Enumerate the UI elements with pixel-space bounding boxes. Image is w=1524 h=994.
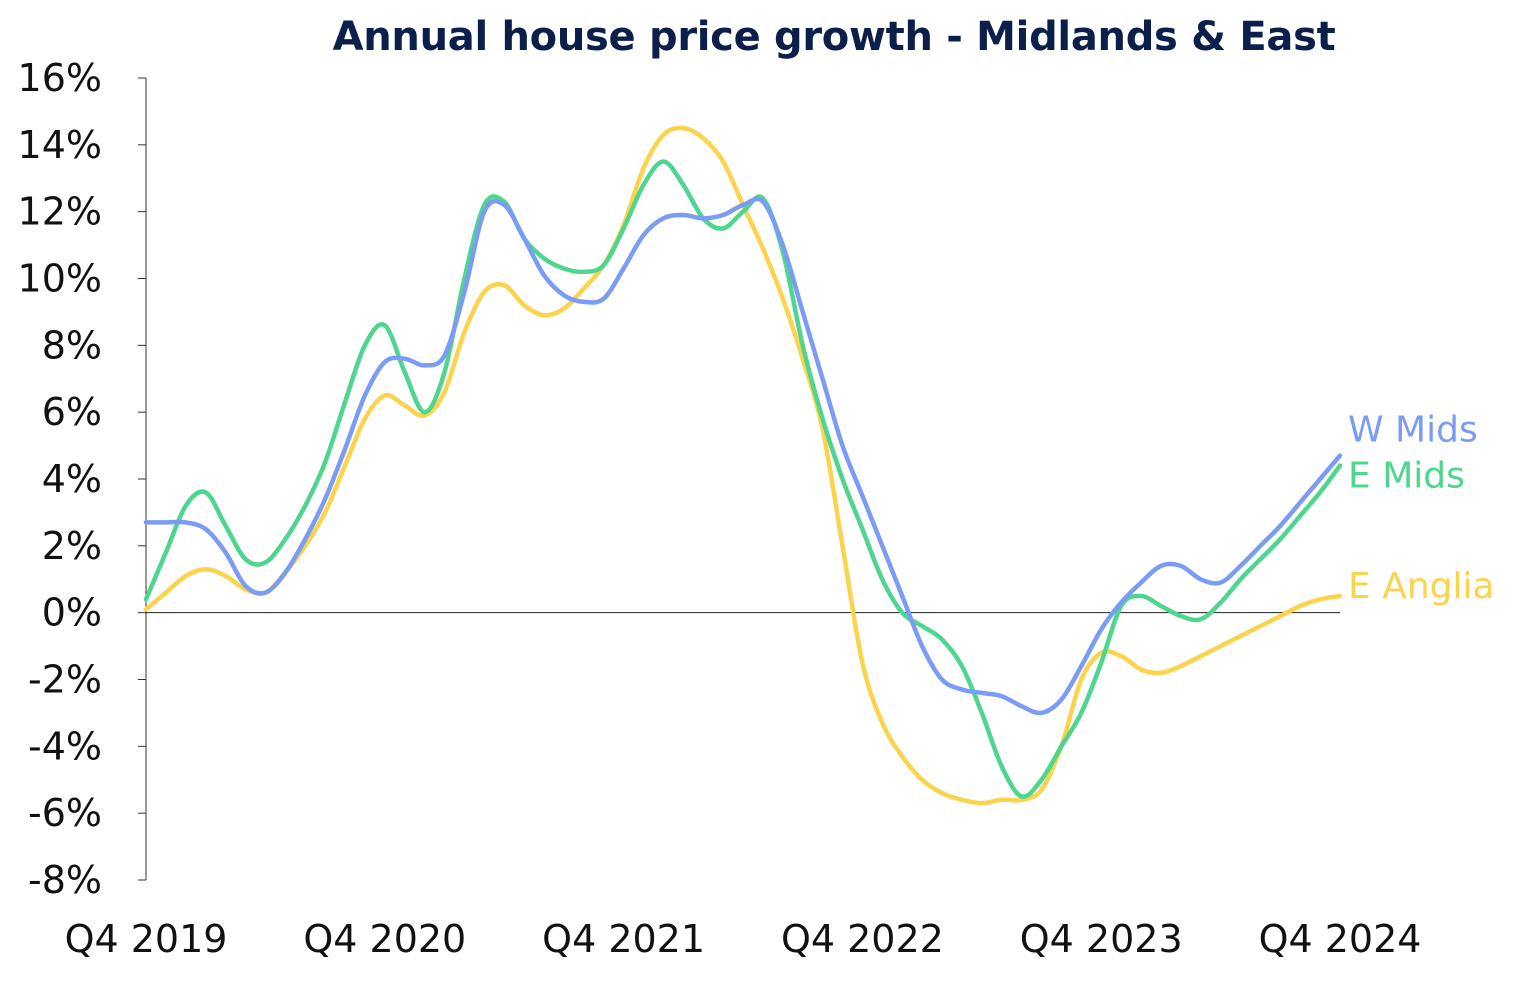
x-tick-label: Q4 2022 xyxy=(781,917,944,961)
y-tick-label: 6% xyxy=(42,390,102,434)
x-tick-label: Q4 2020 xyxy=(303,917,466,961)
y-tick-label: -8% xyxy=(28,858,102,902)
y-tick-label: 8% xyxy=(42,323,102,367)
series-line-w-mids xyxy=(143,196,1343,716)
y-axis-ticks: 16% 14% 12% 10% 8% 6% 4% 2% 0% -2% -4% -6% -8% xyxy=(18,56,146,902)
y-tick-label: 14% xyxy=(18,123,102,167)
x-tick-label: Q4 2021 xyxy=(542,917,705,961)
x-axis-ticks: Q4 2019 Q4 2020 Q4 2021 Q4 2022 Q4 2023 Q4 20… xyxy=(65,917,1422,961)
y-tick-label: 0% xyxy=(42,591,102,635)
y-tick-label: -2% xyxy=(28,658,102,702)
y-tick-label: 2% xyxy=(42,524,102,568)
x-tick-label: Q4 2019 xyxy=(65,917,228,961)
series-lines xyxy=(143,125,1343,806)
x-tick-label: Q4 2024 xyxy=(1259,917,1422,961)
y-tick-label: 12% xyxy=(18,190,102,234)
series-label-e-mids: E Mids xyxy=(1348,456,1465,497)
y-tick-label: 10% xyxy=(18,257,102,301)
series-labels: E Anglia E Mids W Mids xyxy=(1348,410,1495,607)
chart-title: Annual house price growth - Midlands & E… xyxy=(332,14,1336,60)
y-tick-label: 4% xyxy=(42,457,102,501)
series-line-e-mids xyxy=(143,159,1343,799)
y-tick-label: 16% xyxy=(18,56,102,100)
y-tick-label: -4% xyxy=(28,724,102,768)
series-line-e-anglia xyxy=(143,125,1343,806)
y-tick-label: -6% xyxy=(28,791,102,835)
series-label-e-anglia: E Anglia xyxy=(1348,566,1495,607)
series-label-w-mids: W Mids xyxy=(1348,410,1478,451)
axes xyxy=(145,78,1340,880)
x-tick-label: Q4 2023 xyxy=(1020,917,1183,961)
